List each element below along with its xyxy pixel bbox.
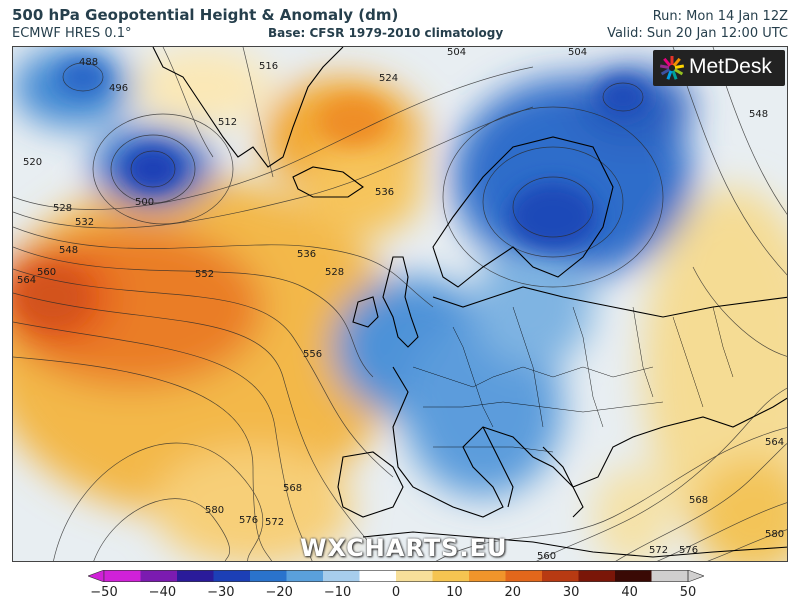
colorbar-swatch: [286, 570, 324, 582]
colorbar: [88, 570, 704, 582]
colorbar-tick-label: 30: [562, 585, 580, 600]
logo-text: MetDesk: [689, 55, 772, 78]
colorbar-swatch: [578, 570, 616, 582]
colorbar-tick-label: −20: [265, 585, 293, 600]
colorbar-swatch: [140, 570, 178, 582]
colorbar-tick-label: 40: [621, 585, 638, 600]
contour-label: 504: [447, 47, 466, 58]
chart-title: 500 hPa Geopotential Height & Anomaly (d…: [12, 6, 399, 24]
colorbar-tick-label: 20: [504, 585, 522, 600]
colorbar-swatch: [396, 570, 433, 582]
contour-label: 548: [749, 109, 768, 120]
contour-label: 512: [218, 117, 237, 128]
metdesk-logo: MetDesk: [653, 50, 785, 86]
contour-label: 524: [379, 73, 398, 84]
colorbar-swatch: [250, 570, 287, 582]
contour-label: 488: [79, 57, 98, 68]
country-borders: [412, 306, 734, 453]
contour-label: 572: [649, 545, 668, 556]
contour-label: 536: [375, 187, 394, 198]
colorbar-swatch: [469, 570, 506, 582]
contour-label: 528: [53, 203, 72, 214]
contour-label: 568: [689, 495, 708, 506]
colorbar-tick-label: −10: [323, 585, 352, 600]
colorbar-swatch: [359, 570, 397, 582]
colorbar-tick-label: 10: [446, 585, 463, 600]
colorbar-tick-label: −40: [148, 585, 177, 600]
watermark: WXCHARTS.EU: [300, 534, 508, 562]
contour-label: 528: [325, 267, 344, 278]
contour-label: 580: [205, 505, 224, 516]
colorbar-tick-label: 0: [391, 585, 401, 600]
anomaly-cores: [18, 59, 648, 327]
anomaly-map: 488 496 500 504 504 512 516 520 524 528 …: [12, 46, 788, 562]
contour-label: 580: [765, 529, 784, 540]
contour-label: 532: [75, 217, 94, 228]
colorbar-swatch: [615, 570, 652, 582]
contour-label: 552: [195, 269, 214, 280]
contour-label: 560: [37, 267, 56, 278]
valid-label: Valid: Sun 20 Jan 12:00 UTC: [607, 26, 788, 41]
contour-label: 576: [239, 515, 258, 526]
contour-label: 560: [537, 551, 556, 562]
colorbar-max-arrow: [687, 570, 704, 582]
colorbar-ticks: −50 −40 −30 −20 −10 0 10 20 30 40 50: [0, 585, 800, 605]
colorbar-tick-label: −30: [207, 585, 235, 600]
coastlines: [152, 47, 787, 558]
contour-label: 556: [303, 349, 322, 360]
colorbar-tick-label: 50: [679, 585, 697, 600]
base-label: Base: CFSR 1979-2010 climatology: [268, 26, 504, 40]
colorbar-svg: [88, 570, 704, 582]
colorbar-swatch: [542, 570, 579, 582]
colorbar-frame: [103, 570, 689, 582]
contour-label: 520: [23, 157, 42, 168]
colorbar-swatch: [104, 570, 141, 582]
contour-label: 516: [259, 61, 278, 72]
contour-label: 564: [17, 275, 36, 286]
contour-label: 536: [297, 249, 316, 260]
run-label: Run: Mon 14 Jan 12Z: [652, 9, 788, 24]
contour-label-group: 488 496 500 504 504 512 516 520 524 528 …: [17, 47, 784, 562]
contour-label: 548: [59, 245, 78, 256]
colorbar-swatch: [432, 570, 470, 582]
map-svg: 488 496 500 504 504 512 516 520 524 528 …: [13, 47, 787, 562]
colorbar-swatch: [177, 570, 214, 582]
contour-label: 576: [679, 545, 698, 556]
colorbar-min-arrow: [88, 570, 105, 582]
contour-label: 568: [283, 483, 302, 494]
metdesk-sunburst-icon: [659, 56, 685, 80]
contour-label: 496: [109, 83, 128, 94]
contour-label: 500: [135, 197, 154, 208]
model-label: ECMWF HRES 0.1°: [12, 26, 132, 41]
contour-label: 504: [568, 47, 587, 58]
colorbar-tick-label: −50: [90, 585, 118, 600]
colorbar-swatch: [505, 570, 543, 582]
contour-label: 572: [265, 517, 284, 528]
contour-label: 564: [765, 437, 784, 448]
chart-header: 500 hPa Geopotential Height & Anomaly (d…: [0, 0, 800, 46]
colorbar-swatch: [651, 570, 689, 582]
colorbar-swatch: [213, 570, 251, 582]
colorbar-swatch: [323, 570, 360, 582]
